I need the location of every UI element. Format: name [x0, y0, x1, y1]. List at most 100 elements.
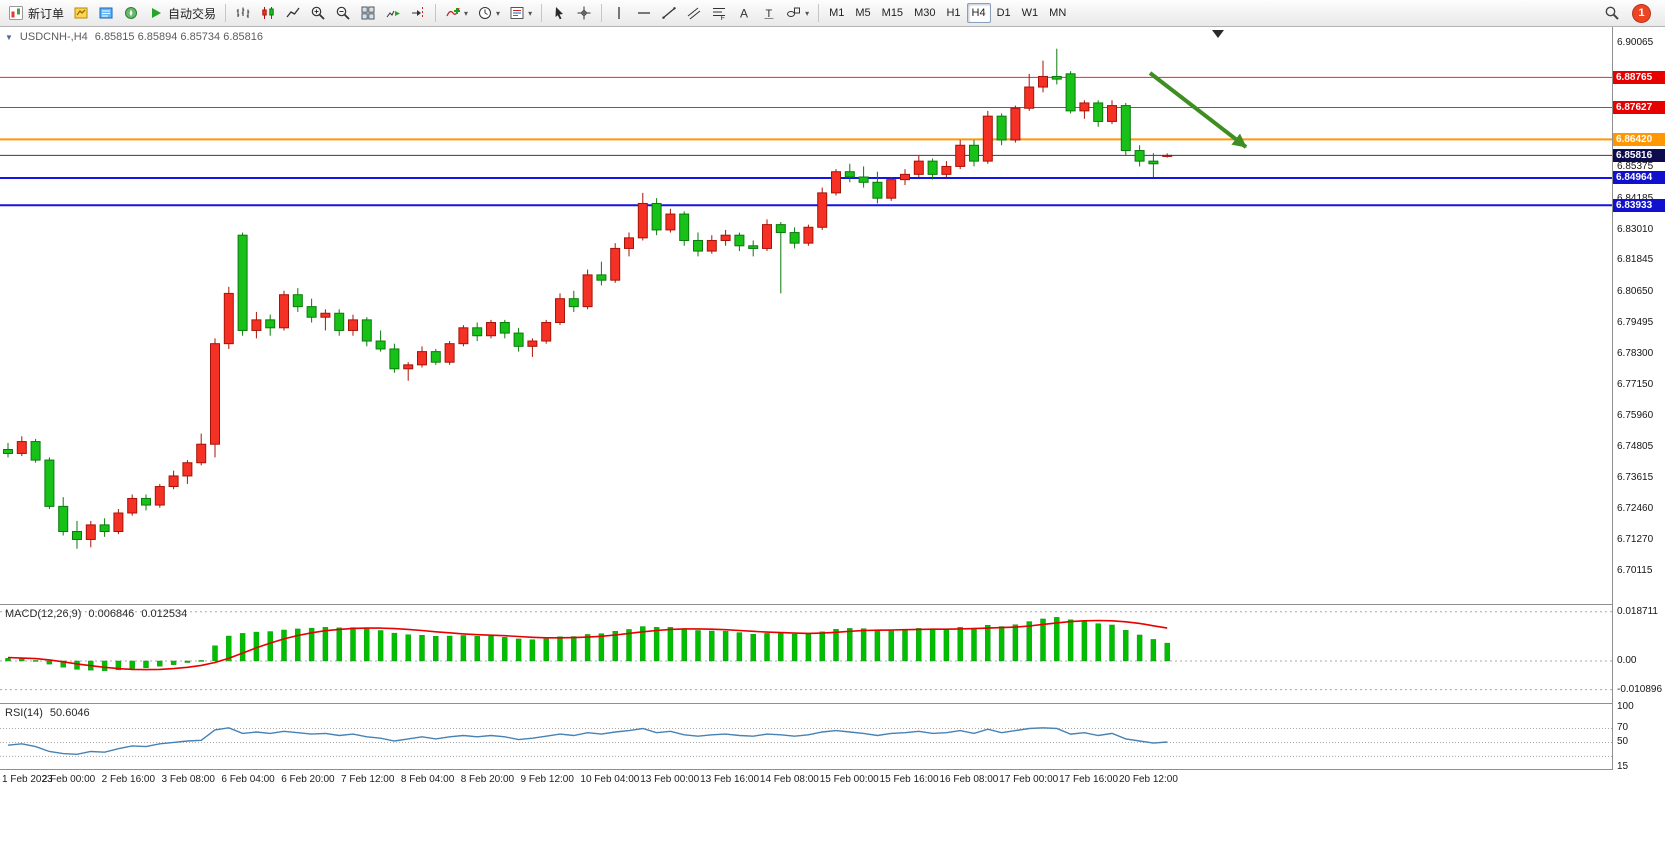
- macd-signal-line: [7, 619, 1168, 671]
- toolbar-right-group: 1: [1600, 2, 1651, 24]
- rsi-axis-label: 50: [1617, 736, 1629, 748]
- price-tick: 6.71270: [1617, 534, 1654, 546]
- crosshair-icon: [577, 6, 591, 20]
- panel-divider[interactable]: [0, 604, 1665, 605]
- market-watch-button[interactable]: [69, 2, 93, 24]
- price-tick: 6.85375: [1617, 161, 1654, 173]
- data-window-icon: [99, 7, 113, 19]
- data-window-button[interactable]: [94, 2, 118, 24]
- templates-button[interactable]: ▾: [505, 2, 536, 24]
- time-axis[interactable]: 1 Feb 2023 2 Feb 00:00 2 Feb 16:00 3 Feb 08…: [0, 770, 1665, 792]
- auto-scroll-button[interactable]: [381, 2, 405, 24]
- price-axis[interactable]: 6.90065 6.85375 6.84185 6.83010 6.81845 6.806…: [1612, 27, 1665, 772]
- price-badge-6.85816: 6.85816: [1613, 148, 1665, 162]
- time-axis-label: 2 Feb 16:00: [101, 774, 156, 785]
- text-button[interactable]: A: [732, 2, 756, 24]
- candlestick-icon: [262, 7, 274, 19]
- symbol-header: ▼ USDCNH-,H4 6.85815 6.85894 6.85734 6.8…: [5, 31, 263, 43]
- time-axis-label: 6 Feb 20:00: [281, 774, 335, 785]
- toolbar-separator: [601, 4, 603, 22]
- rsi-axis-label: 15: [1617, 760, 1629, 772]
- macd-signal-value: 0.012534: [141, 608, 188, 620]
- timeframe-button-w1[interactable]: W1: [1017, 3, 1044, 23]
- candles: [3, 48, 1173, 549]
- toolbar-separator: [225, 4, 227, 22]
- vertical-line-icon: [618, 7, 620, 19]
- time-axis-label: 13 Feb 00:00: [640, 774, 700, 785]
- search-button[interactable]: [1600, 2, 1624, 24]
- macd-label: MACD(12,26,9): [5, 608, 82, 620]
- price-chart[interactable]: [0, 27, 1612, 604]
- cursor-button[interactable]: [547, 2, 571, 24]
- rsi-label: RSI(14): [5, 707, 43, 719]
- search-icon: [1605, 6, 1619, 20]
- timeframe-toolbar: M1 M5 M15 M30 H1 H4 D1 W1 MN: [824, 3, 1071, 23]
- timeframe-button-m5[interactable]: M5: [850, 3, 875, 23]
- indicators-button[interactable]: ▾: [441, 2, 472, 24]
- toolbar-separator: [818, 4, 820, 22]
- rsi-chart[interactable]: [0, 704, 1612, 769]
- time-axis-label: 17 Feb 00:00: [999, 774, 1059, 785]
- zoom-in-icon: [311, 6, 325, 20]
- navigator-button[interactable]: [119, 2, 143, 24]
- price-tick: 6.72460: [1617, 502, 1654, 514]
- timeframe-button-mn[interactable]: MN: [1044, 3, 1071, 23]
- time-axis-label: 15 Feb 16:00: [879, 774, 939, 785]
- timeframe-button-h4[interactable]: H4: [966, 3, 991, 23]
- price-badge-6.84964: 6.84964: [1613, 171, 1665, 185]
- price-tick: 6.77150: [1617, 378, 1654, 390]
- bar-chart-icon: [236, 7, 250, 18]
- tile-windows-button[interactable]: [356, 2, 380, 24]
- fibonacci-button[interactable]: F: [707, 2, 731, 24]
- tile-windows-icon: [361, 6, 375, 20]
- timeframe-button-m30[interactable]: M30: [909, 3, 940, 23]
- price-tick: 6.90065: [1617, 37, 1654, 48]
- crosshair-button[interactable]: [572, 2, 596, 24]
- chart-candles-button[interactable]: [256, 2, 280, 24]
- channel-button[interactable]: [682, 2, 706, 24]
- zoom-out-button[interactable]: [331, 2, 355, 24]
- collapse-arrow-icon[interactable]: ▼: [5, 32, 13, 42]
- time-axis-label: 17 Feb 16:00: [1059, 774, 1119, 785]
- label-button[interactable]: T: [757, 2, 781, 24]
- horizontal-line-button[interactable]: [632, 2, 656, 24]
- macd-chart[interactable]: [0, 605, 1612, 703]
- trend-arrow-annotation[interactable]: [1148, 71, 1248, 149]
- macd-axis-label: 0.018711: [1617, 605, 1658, 617]
- periods-button[interactable]: ▾: [473, 2, 504, 24]
- timeframe-button-h1[interactable]: H1: [941, 3, 965, 23]
- price-tick: 6.80650: [1617, 286, 1654, 298]
- vertical-line-button[interactable]: [607, 2, 631, 24]
- timeframe-button-d1[interactable]: D1: [992, 3, 1016, 23]
- timeframe-button-m15[interactable]: M15: [877, 3, 908, 23]
- chart-shift-button[interactable]: [406, 2, 430, 24]
- timeframe-button-m1[interactable]: M1: [824, 3, 849, 23]
- rsi-line: [7, 727, 1168, 756]
- chart-shift-icon: [412, 7, 424, 19]
- time-axis-label: 16 Feb 08:00: [939, 774, 999, 785]
- auto-trading-label: 自动交易: [168, 6, 217, 21]
- time-axis-label: 15 Feb 00:00: [819, 774, 879, 785]
- zoom-in-button[interactable]: [306, 2, 330, 24]
- macd-histogram: [5, 617, 1170, 671]
- line-chart-icon: [286, 7, 300, 18]
- macd-main-value: 0.006846: [88, 608, 135, 620]
- price-tick: 6.83010: [1617, 223, 1654, 235]
- zoom-out-icon: [336, 6, 350, 20]
- shapes-button[interactable]: ▾: [782, 2, 813, 24]
- auto-trading-button[interactable]: 自动交易: [144, 2, 220, 24]
- price-tick: 6.78300: [1617, 348, 1654, 360]
- chart-line-button[interactable]: [281, 2, 305, 24]
- chart-bars-button[interactable]: [231, 2, 255, 24]
- new-order-button[interactable]: 新订单: [4, 2, 68, 24]
- indicators-icon: [446, 7, 461, 17]
- time-axis-label: 8 Feb 04:00: [400, 774, 455, 785]
- templates-icon: [510, 7, 524, 19]
- panel-divider[interactable]: [0, 703, 1665, 704]
- chart-shift-marker-icon[interactable]: [1212, 30, 1224, 38]
- trendline-button[interactable]: [657, 2, 681, 24]
- time-axis-label: 7 Feb 12:00: [341, 774, 395, 785]
- time-axis-label: 2 Feb 00:00: [41, 774, 96, 785]
- notification-badge[interactable]: 1: [1632, 3, 1651, 23]
